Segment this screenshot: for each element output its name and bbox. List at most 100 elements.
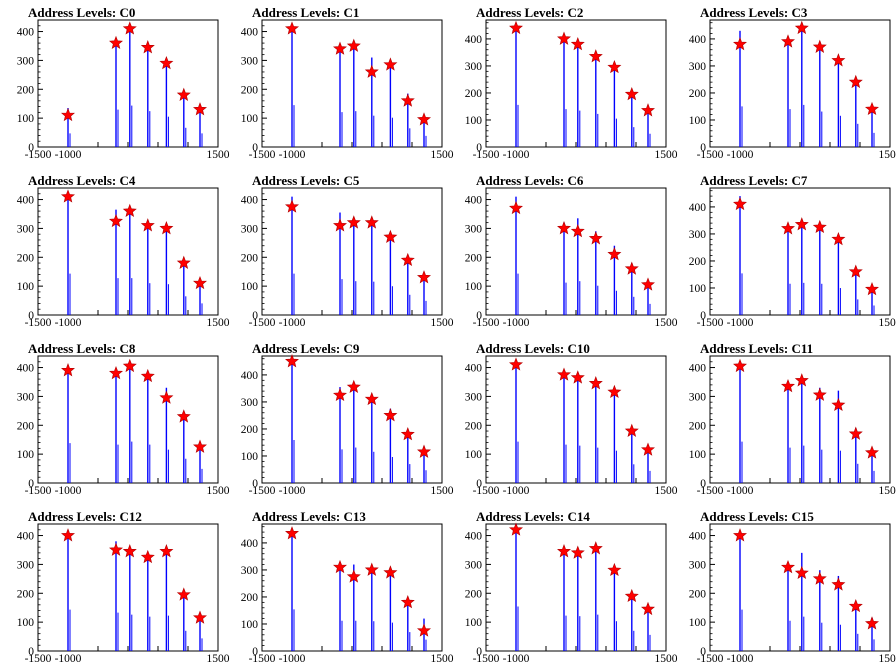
star-marker <box>285 354 299 368</box>
x-tick-label: -1000 <box>55 317 82 329</box>
x-tick-label: 1500 <box>879 653 896 665</box>
chart-svg: Address Levels: C5 0 100 200 300 400 -1500 -100… <box>241 173 454 329</box>
y-tick-label: 200 <box>689 420 707 432</box>
y-tick-label: 200 <box>465 88 483 100</box>
star-marker <box>364 64 379 78</box>
chart-title: Address Levels: C14 <box>476 509 590 524</box>
y-tick-label: 200 <box>241 252 259 264</box>
y-tick-label: 200 <box>241 424 259 436</box>
star-marker <box>140 40 155 54</box>
chart-panel-6: Address Levels: C6 0 100 200 300 400 -1500 -100… <box>448 168 678 336</box>
y-tick-label: 0 <box>28 478 34 490</box>
y-tick-label: 100 <box>689 283 707 295</box>
x-tick-label: -1500 <box>25 653 52 665</box>
y-tick-label: 300 <box>241 397 259 409</box>
chart-title: Address Levels: C11 <box>700 341 813 356</box>
x-tick-label: 1500 <box>207 317 230 329</box>
star-marker <box>61 528 75 542</box>
y-tick-label: 400 <box>689 202 707 214</box>
star-marker <box>812 39 827 53</box>
star-marker <box>333 218 347 232</box>
star-marker <box>848 426 863 440</box>
plot-frame <box>37 187 219 316</box>
star-marker <box>812 219 827 234</box>
y-tick-label: 0 <box>476 142 482 154</box>
star-marker <box>364 215 379 229</box>
star-marker <box>624 261 639 275</box>
y-tick-label: 400 <box>241 370 259 382</box>
star-marker <box>865 445 879 459</box>
star-marker <box>641 277 655 291</box>
y-tick-label: 200 <box>17 588 35 600</box>
x-tick-label: -1000 <box>727 653 754 665</box>
y-tick-label: 400 <box>689 363 707 375</box>
plot-frame <box>261 355 443 484</box>
star-marker <box>831 397 846 411</box>
y-tick-label: 100 <box>17 281 35 293</box>
plot-frame <box>37 523 219 652</box>
star-marker <box>333 41 347 55</box>
x-tick-label: -1500 <box>473 485 500 497</box>
star-marker <box>333 559 347 574</box>
x-tick-label: -1000 <box>279 149 306 161</box>
star-marker <box>346 569 361 583</box>
star-marker <box>417 444 431 458</box>
star-marker <box>781 34 795 48</box>
star-marker <box>122 203 137 217</box>
chart-panel-13: Address Levels: C13 0 100 200 300 400 -1500 -10… <box>224 504 454 672</box>
star-marker <box>624 588 639 603</box>
plot-frame <box>485 355 667 484</box>
star-marker <box>333 387 347 402</box>
chart-svg: Address Levels: C0 0 100 200 300 400 -1500 -100… <box>17 5 230 161</box>
y-tick-label: 200 <box>689 588 707 600</box>
star-marker <box>346 215 361 229</box>
chart-svg: Address Levels: C15 0 100 200 300 400 -1500 -10… <box>689 509 896 665</box>
x-tick-label: -1000 <box>503 149 530 161</box>
star-marker <box>159 544 174 558</box>
star-marker <box>848 598 863 613</box>
y-tick-label: 0 <box>476 646 482 658</box>
plot-frame <box>709 523 891 652</box>
chart-title: Address Levels: C13 <box>252 509 366 524</box>
star-marker <box>176 587 191 601</box>
star-marker <box>624 86 639 101</box>
star-marker <box>588 541 603 555</box>
star-marker <box>831 231 846 246</box>
star-marker <box>607 247 622 261</box>
star-marker <box>193 610 207 624</box>
y-tick-label: 400 <box>465 34 483 46</box>
y-tick-label: 300 <box>241 55 259 67</box>
star-marker <box>159 390 174 404</box>
chart-svg: Address Levels: C1 0 100 200 300 400 -1500 -100… <box>241 5 454 161</box>
y-tick-label: 300 <box>465 391 483 403</box>
y-tick-label: 100 <box>689 449 707 461</box>
star-marker <box>346 38 361 52</box>
star-marker <box>417 270 431 284</box>
chart-svg: Address Levels: C9 0 100 200 300 400 -1500 -100… <box>241 341 454 497</box>
x-tick-label: -1000 <box>503 485 530 497</box>
chart-title: Address Levels: C10 <box>476 341 590 356</box>
chart-panel-3: Address Levels: C3 0 100 200 300 400 -1500 -100… <box>672 0 896 168</box>
star-marker <box>159 55 174 70</box>
y-tick-label: 0 <box>252 310 258 322</box>
chart-title: Address Levels: C4 <box>28 173 136 188</box>
star-marker <box>176 87 191 101</box>
y-tick-label: 0 <box>252 478 258 490</box>
star-marker <box>557 367 571 381</box>
star-marker <box>865 101 879 116</box>
y-tick-label: 200 <box>17 420 35 432</box>
y-tick-label: 300 <box>465 223 483 235</box>
star-marker <box>109 35 123 49</box>
star-marker <box>588 376 603 390</box>
x-tick-label: 1500 <box>207 485 230 497</box>
y-tick-label: 300 <box>689 229 707 241</box>
chart-panel-8: Address Levels: C8 0 100 200 300 400 -1500 -100… <box>0 336 230 504</box>
plot-frame <box>261 19 443 148</box>
plot-frame <box>709 19 891 148</box>
star-marker <box>383 408 398 422</box>
star-marker <box>140 549 155 564</box>
star-marker <box>733 36 747 51</box>
star-marker <box>140 368 155 383</box>
y-tick-label: 100 <box>689 617 707 629</box>
